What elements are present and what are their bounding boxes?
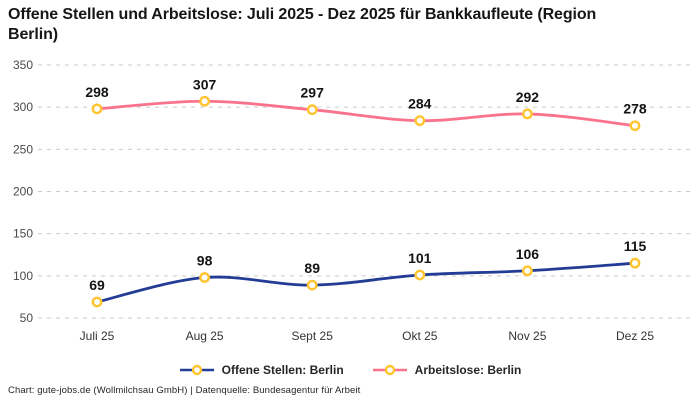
source-attribution: Chart: gute-jobs.de (Wollmilchsau GmbH) … <box>8 385 361 396</box>
data-point-marker[interactable] <box>629 257 641 269</box>
data-point-marker[interactable] <box>91 296 103 308</box>
data-point-marker[interactable] <box>414 115 426 127</box>
data-point-marker[interactable] <box>199 272 211 283</box>
data-point-marker[interactable] <box>199 95 211 107</box>
data-point-marker[interactable] <box>306 279 318 291</box>
data-point-label: 298 <box>85 84 109 100</box>
data-point-label: 98 <box>197 253 213 269</box>
data-point-marker[interactable] <box>306 104 318 116</box>
data-point-label: 106 <box>516 246 540 262</box>
y-tick-label: 150 <box>13 227 33 241</box>
x-axis-label: Sept 25 <box>292 329 334 343</box>
data-point-marker[interactable] <box>522 265 533 277</box>
data-point-label: 101 <box>408 250 432 266</box>
y-tick-label: 100 <box>13 269 33 283</box>
x-axis-label: Okt 25 <box>402 329 438 343</box>
data-point-marker[interactable] <box>522 108 533 120</box>
y-tick-label: 300 <box>13 100 33 114</box>
data-point-marker[interactable] <box>629 120 641 132</box>
line-chart: 350 300 250 200 150 100 50 Juli 25 Aug 25 Sept 25… <box>13 58 690 343</box>
data-point-label: 307 <box>193 76 217 92</box>
chart-title: Offene Stellen und Arbeitslose: Juli 202… <box>8 6 597 44</box>
data-point-marker[interactable] <box>414 269 426 281</box>
data-point-label: 297 <box>301 85 325 101</box>
data-point-label: 69 <box>89 277 105 293</box>
legend-label: Arbeitslose: Berlin <box>414 363 522 377</box>
y-tick-label: 50 <box>20 311 34 325</box>
series-line <box>95 261 637 304</box>
series-line <box>95 99 637 128</box>
data-point-label: 278 <box>623 101 647 117</box>
chart-legend: Offene Stellen: Berlin Arbeitslose: Berl… <box>0 360 700 380</box>
legend-swatch-line-icon <box>179 364 214 376</box>
data-point-label: 89 <box>304 260 320 276</box>
legend-label: Offene Stellen: Berlin <box>221 363 344 377</box>
legend-swatch-line-icon <box>372 364 407 376</box>
data-point-label: 115 <box>624 238 647 254</box>
x-axis-label: Dez 25 <box>616 329 654 343</box>
data-point-label: 292 <box>516 89 540 105</box>
y-tick-label: 250 <box>13 142 33 156</box>
x-axis-label: Aug 25 <box>186 329 224 343</box>
x-axis-label: Nov 25 <box>508 329 546 343</box>
legend-item-arbeitslose: Arbeitslose: Berlin <box>372 363 522 377</box>
y-tick-label: 350 <box>13 58 33 72</box>
y-tick-label: 200 <box>13 185 33 199</box>
data-point-label: 284 <box>408 96 432 112</box>
legend-item-offene-stellen: Offene Stellen: Berlin <box>179 363 344 377</box>
x-axis-label: Juli 25 <box>80 329 115 343</box>
data-point-marker[interactable] <box>91 103 103 115</box>
